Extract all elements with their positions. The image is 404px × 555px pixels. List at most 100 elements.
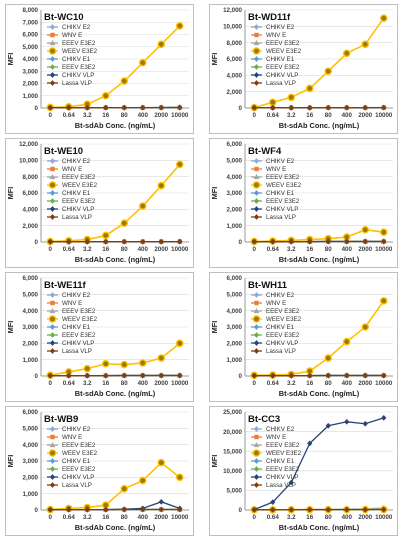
y-tick-label: 25,000: [223, 409, 242, 416]
y-tick-label: 8,000: [227, 40, 243, 47]
x-tick-label: 80: [325, 380, 332, 387]
x-axis-title: Bt-sdAb Conc. (ng/mL): [75, 523, 156, 532]
legend-label: CHIKV E2: [62, 426, 91, 433]
legend-label: CHIKV E2: [62, 158, 91, 165]
y-tick-label: 10,000: [223, 24, 242, 31]
y-axis-title: MFI: [6, 53, 15, 66]
y-tick-label: 4,000: [227, 73, 243, 80]
chart-title: Bt-WE10: [44, 146, 83, 157]
y-tick-label: 5,000: [227, 292, 243, 299]
data-point: [121, 220, 127, 226]
y-axis-title: MFI: [210, 187, 219, 200]
y-tick-label: 0: [239, 239, 243, 246]
x-tick-label: 0.64: [267, 514, 280, 521]
x-tick-label: 3.2: [83, 380, 92, 387]
x-tick-label: 400: [138, 112, 149, 119]
x-tick-label: 3.2: [287, 380, 296, 387]
x-axis-title: Bt-sdAb Conc. (ng/mL): [75, 121, 156, 130]
x-tick-label: 0: [49, 112, 53, 119]
y-tick-label: 1,000: [23, 357, 39, 364]
legend-label: EEEV E3E2: [62, 466, 96, 473]
y-tick-label: 2,000: [227, 89, 243, 96]
y-tick-label: 6,000: [227, 141, 243, 148]
legend-label: CHIKV VLP: [266, 474, 298, 481]
y-tick-label: 4,000: [23, 308, 39, 315]
y-tick-label: 0: [35, 239, 39, 246]
legend-marker: [255, 301, 259, 305]
data-point: [158, 41, 164, 47]
y-tick-label: 3,000: [227, 324, 243, 331]
x-tick-label: 10000: [171, 112, 189, 119]
legend-label: EEEV E3E2: [62, 40, 96, 47]
legend-label: CHIKV E1: [62, 458, 91, 465]
x-tick-label: 2000: [358, 380, 372, 387]
legend-marker: [51, 435, 55, 439]
legend-label: Lassa VLP: [266, 482, 296, 489]
x-tick-label: 16: [306, 380, 313, 387]
data-point: [158, 460, 164, 466]
y-tick-label: 0: [35, 507, 39, 514]
legend-label: WNV E: [62, 32, 82, 39]
y-tick-label: 2,000: [227, 341, 243, 348]
legend-label: WEEV E3E2: [62, 450, 98, 457]
y-tick-label: 6,000: [227, 275, 243, 282]
legend-label: EEEV E3E2: [266, 174, 300, 181]
legend-label: EEEV E3E2: [62, 198, 96, 205]
y-tick-label: 10,000: [223, 468, 242, 475]
x-tick-label: 16: [102, 246, 109, 253]
x-tick-label: 0.64: [63, 246, 76, 253]
legend-label: EEEV E3E2: [266, 64, 300, 71]
x-tick-label: 400: [138, 246, 149, 253]
x-tick-label: 400: [342, 514, 353, 521]
legend-label: CHIKV VLP: [62, 72, 94, 79]
data-point: [270, 99, 276, 105]
y-tick-label: 3,000: [227, 190, 243, 197]
y-tick-label: 1,000: [23, 93, 39, 100]
legend-marker: [51, 167, 55, 171]
legend-marker: [253, 182, 259, 188]
x-tick-label: 400: [138, 380, 149, 387]
x-tick-label: 2000: [358, 112, 372, 119]
x-tick-label: 0.64: [63, 380, 76, 387]
legend-label: WEEV E3E2: [62, 48, 98, 55]
x-tick-label: 400: [138, 514, 149, 521]
y-axis-title: MFI: [6, 187, 15, 200]
x-tick-label: 0.64: [267, 112, 280, 119]
legend-label: WNV E: [266, 166, 286, 173]
x-tick-label: 10000: [375, 246, 393, 253]
data-point: [288, 94, 294, 100]
x-tick-label: 16: [102, 112, 109, 119]
data-point: [177, 161, 183, 167]
data-point: [344, 50, 350, 56]
legend-label: Lassa VLP: [266, 214, 296, 221]
y-tick-label: 2,000: [227, 207, 243, 214]
legend-label: Lassa VLP: [266, 348, 296, 355]
legend-label: EEEV E3E2: [266, 442, 300, 449]
y-tick-label: 5,000: [227, 488, 243, 495]
y-tick-label: 3,000: [23, 324, 39, 331]
legend-label: EEEV E3E2: [266, 40, 300, 47]
legend-label: Lassa VLP: [62, 214, 92, 221]
legend-label: CHIKV VLP: [62, 474, 94, 481]
x-axis-title: Bt-sdAb Conc. (ng/mL): [75, 255, 156, 264]
data-point: [103, 361, 109, 367]
y-tick-label: 0: [35, 373, 39, 380]
x-tick-label: 400: [342, 112, 353, 119]
legend-label: EEEV E3E2: [62, 442, 96, 449]
legend-label: EEEV E3E2: [266, 332, 300, 339]
y-axis-title: MFI: [6, 321, 15, 334]
legend-label: CHIKV E2: [266, 292, 295, 299]
chart-panel: 01,0002,0003,0004,0005,0006,0007,0008,00…: [6, 5, 194, 134]
legend-label: WEEV E3E2: [62, 316, 98, 323]
x-tick-label: 2000: [358, 246, 372, 253]
x-tick-label: 3.2: [287, 246, 296, 253]
y-tick-label: 0: [239, 373, 243, 380]
y-tick-label: 2,000: [23, 81, 39, 88]
legend-marker: [255, 435, 259, 439]
x-tick-label: 80: [121, 380, 128, 387]
legend-label: CHIKV VLP: [266, 206, 298, 213]
